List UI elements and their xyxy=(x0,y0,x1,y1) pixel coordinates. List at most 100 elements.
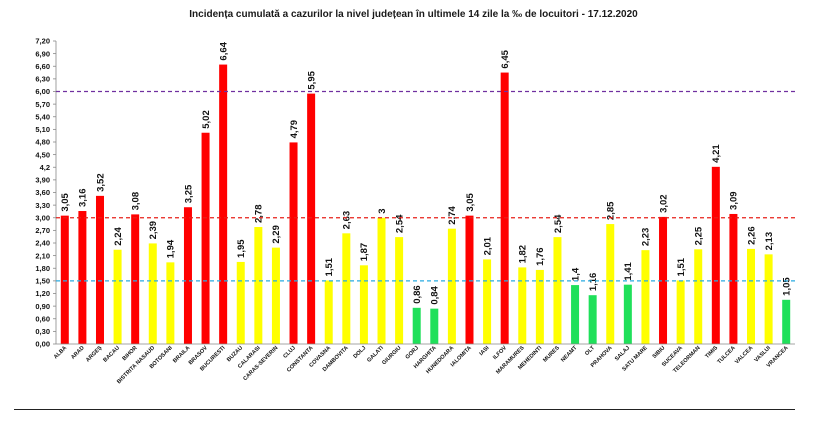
bar-value-label: 2,24 xyxy=(113,227,124,246)
y-tick-label: 6,90 xyxy=(35,49,50,58)
bar-salaj xyxy=(623,284,632,344)
bar-bistrita-nasaud xyxy=(148,243,157,344)
bar-value-label: 3,08 xyxy=(130,192,141,211)
bar-value-label: 4,21 xyxy=(711,144,722,163)
bar-valcea xyxy=(747,248,756,344)
bar-satu-mare xyxy=(641,250,650,344)
x-tick-label: BIHOR xyxy=(122,345,139,362)
bar-caras-severin xyxy=(271,247,280,344)
x-tick-label: TULCEA xyxy=(717,345,737,365)
bar-sibiu xyxy=(659,216,668,344)
bar-dolj xyxy=(359,265,368,344)
x-tick-label: DOLJ xyxy=(353,345,368,360)
y-tick-label: 2,10 xyxy=(35,251,50,260)
bar-value-label: 1,87 xyxy=(359,243,370,262)
y-tick-label: 4,80 xyxy=(35,138,50,147)
y-tick-label: 1,80 xyxy=(35,264,50,273)
y-tick-label: 6,00 xyxy=(35,87,50,96)
bar-value-label: 1,82 xyxy=(518,245,529,264)
bar-value-label: 1,94 xyxy=(166,239,177,258)
bar-ilfov xyxy=(500,72,509,344)
y-tick-label: 1,20 xyxy=(35,289,50,298)
x-tick-label: CLUJ xyxy=(282,345,297,360)
bar-mures xyxy=(553,237,562,344)
bottom-divider xyxy=(14,409,795,410)
bar-value-label: 3 xyxy=(377,208,388,213)
y-tick-label: 0,00 xyxy=(35,340,50,349)
bar-value-label: 1,95 xyxy=(236,239,247,258)
y-tick-label: 3,30 xyxy=(35,201,50,210)
bar-value-label: 2,26 xyxy=(746,226,757,245)
y-tick-label: 3,90 xyxy=(35,176,50,185)
bar-neamt xyxy=(571,285,580,344)
bar-timis xyxy=(711,166,720,344)
y-tick-label: 6,30 xyxy=(35,75,50,84)
x-tick-label: BACAU xyxy=(102,345,121,364)
x-tick-label: CARAS-SEVERIN xyxy=(242,345,279,382)
bar-value-label: 1,16 xyxy=(588,273,599,292)
x-tick-label: OLT xyxy=(584,345,596,357)
bar-value-label: 2,29 xyxy=(271,225,282,244)
bar-value-label: 5,02 xyxy=(201,110,212,129)
y-tick-label: 2,70 xyxy=(35,226,50,235)
bar-value-label: 1,76 xyxy=(535,247,546,266)
bar-teleorman xyxy=(694,249,703,344)
bar-arad xyxy=(78,211,87,344)
bar-hunedoara xyxy=(447,228,456,344)
x-tick-label: ILFOV xyxy=(492,345,508,361)
bar-value-label: 3,25 xyxy=(183,184,194,203)
y-tick-label: 4,50 xyxy=(35,150,50,159)
bar-value-label: 1,4 xyxy=(570,267,581,281)
y-tick-label: 0,60 xyxy=(35,314,50,323)
bar-cluj xyxy=(289,142,298,344)
x-tick-label: ARGEȘ xyxy=(85,345,103,363)
y-tick-label: 6,60 xyxy=(35,62,50,71)
bar-vrancea xyxy=(782,299,791,344)
y-tick-label: 3,00 xyxy=(35,213,50,222)
bar-ialomita xyxy=(465,215,474,344)
y-tick-label: 7,20 xyxy=(35,37,50,46)
bar-harghita xyxy=(430,308,439,344)
bar-alba xyxy=(60,215,69,344)
bar-value-label: 3,05 xyxy=(60,192,71,211)
bar-value-label: 2,25 xyxy=(694,226,705,245)
x-tick-label: IASI xyxy=(479,345,491,357)
y-tick-label: 5,40 xyxy=(35,112,50,121)
bar-calarasi xyxy=(254,227,263,344)
bar-iasi xyxy=(483,259,492,344)
bar-value-label: 0,84 xyxy=(430,285,441,304)
bar-value-label: 2,23 xyxy=(641,228,652,247)
bar-value-label: 3,16 xyxy=(78,189,89,208)
x-tick-label: TIMIS xyxy=(704,345,719,360)
bar-olt xyxy=(588,295,597,344)
bar-gorj xyxy=(412,307,421,344)
bar-value-label: 2,74 xyxy=(447,205,458,224)
bar-value-label: 6,45 xyxy=(500,49,511,68)
y-tick-label: 5,70 xyxy=(35,100,50,109)
bar-prahova xyxy=(606,224,615,344)
bar-braila xyxy=(183,207,192,344)
bar-bacau xyxy=(113,249,122,344)
y-tick-label: 4,2 xyxy=(40,163,50,172)
y-tick-label: 5,10 xyxy=(35,125,50,134)
bar-value-label: 0,86 xyxy=(412,285,423,304)
x-tick-label: ARAD xyxy=(70,345,86,361)
bar-dambovita xyxy=(342,233,351,344)
bar-mehedinti xyxy=(535,269,544,344)
bar-value-label: 2,85 xyxy=(606,201,617,220)
x-tick-label: MURES xyxy=(542,345,561,364)
bar-value-label: 6,64 xyxy=(218,41,229,60)
bar-suceava xyxy=(676,280,685,344)
bar-value-label: 3,52 xyxy=(95,173,106,192)
bar-arge- xyxy=(95,195,104,344)
bar-brasov xyxy=(201,132,210,344)
bar-maramures xyxy=(518,267,527,344)
x-tick-label: NEAMT xyxy=(560,345,579,364)
bar-value-label: 3,09 xyxy=(729,191,740,210)
bar-buzau xyxy=(236,261,245,344)
bar-value-label: 1,05 xyxy=(782,277,793,296)
bar-constanta xyxy=(307,93,316,345)
bar-giurgiu xyxy=(395,237,404,344)
x-tick-label: VALCEA xyxy=(734,345,754,365)
bar-value-label: 2,54 xyxy=(553,214,564,233)
